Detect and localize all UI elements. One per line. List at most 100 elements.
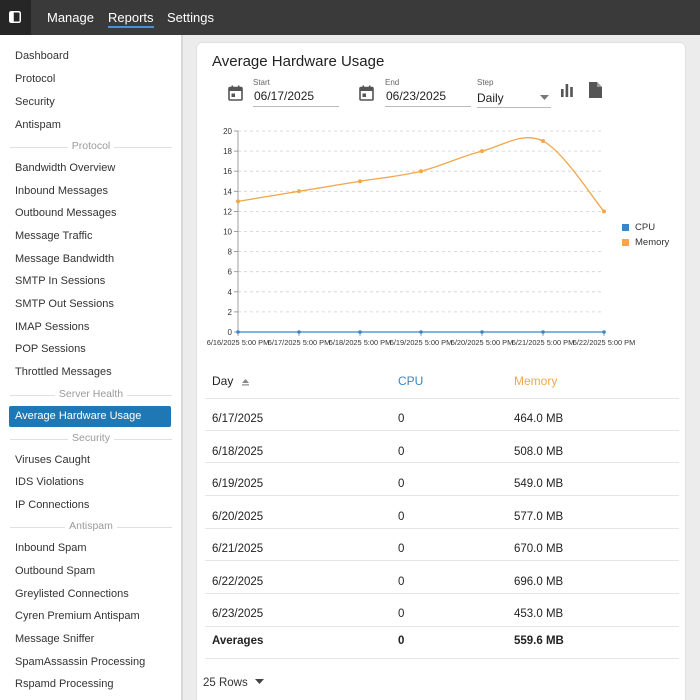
sidebar-toggle-button[interactable] — [0, 0, 31, 35]
sidebar-item-viruses-caught[interactable]: Viruses Caught — [15, 454, 91, 466]
sidebar-item-antispam[interactable]: Antispam — [15, 119, 61, 131]
legend-memory[interactable]: Memory — [622, 237, 669, 248]
nav-settings[interactable]: Settings — [167, 0, 214, 35]
row-divider — [205, 528, 679, 529]
cpu-data-point — [419, 330, 423, 334]
sidebar-item-imap-sessions[interactable]: IMAP Sessions — [15, 321, 90, 333]
nav-reports[interactable]: Reports — [108, 0, 154, 35]
sidebar-item-ip-connections[interactable]: IP Connections — [15, 499, 90, 511]
top-bar: Manage Reports Settings — [0, 0, 700, 35]
sidebar-item-inbound-spam[interactable]: Inbound Spam — [15, 542, 87, 554]
rows-per-page-select[interactable]: 25 Rows — [203, 677, 264, 689]
sidebar-section-antispam: Antispam — [10, 520, 172, 532]
nav-settings-label: Settings — [167, 10, 214, 25]
y-tick-label: 18 — [223, 147, 232, 156]
table-cell-cpu: 0 — [398, 478, 405, 490]
sidebar-item-smtp-in-sessions[interactable]: SMTP In Sessions — [15, 275, 106, 287]
legend-cpu[interactable]: CPU — [622, 222, 655, 233]
bar-chart-icon[interactable] — [560, 83, 574, 97]
chevron-down-icon[interactable] — [540, 95, 549, 101]
cpu-data-point — [541, 330, 545, 334]
table-cell-memory: 453.0 MB — [514, 608, 564, 620]
sidebar-item-message-traffic[interactable]: Message Traffic — [15, 230, 93, 242]
chevron-down-icon — [254, 679, 264, 684]
calendar-icon[interactable] — [228, 85, 243, 101]
sidebar-item-spamassassin-processing[interactable]: SpamAssassin Processing — [15, 656, 146, 668]
table-cell-cpu: 0 — [398, 511, 405, 523]
sidebar-item-outbound-messages[interactable]: Outbound Messages — [15, 207, 117, 219]
memory-data-point — [419, 169, 423, 174]
column-header-memory[interactable]: Memory — [514, 374, 558, 388]
x-tick-label: 6/21/2025 5:00 PM — [512, 338, 574, 347]
cpu-data-point — [297, 330, 301, 334]
end-date-input[interactable]: 06/23/2025 — [386, 89, 447, 103]
sidebar-item-message-bandwidth[interactable]: Message Bandwidth — [15, 253, 115, 265]
table-cell-cpu: 0 — [398, 576, 405, 588]
legend-cpu-label: CPU — [635, 222, 656, 233]
table-cell-memory: 549.0 MB — [514, 478, 564, 490]
row-divider — [205, 593, 679, 594]
sidebar-item-outbound-spam[interactable]: Outbound Spam — [15, 565, 96, 577]
table-cell-day: 6/19/2025 — [212, 478, 264, 490]
sidebar-section-title: Security — [68, 432, 114, 444]
sidebar-item-greylisted-connections[interactable]: Greylisted Connections — [15, 588, 129, 600]
sidebar-section-title: Antispam — [65, 520, 117, 532]
y-tick-label: 4 — [228, 288, 233, 297]
cpu-data-point — [480, 330, 484, 334]
sidebar-toggle-icon — [9, 11, 21, 23]
sidebar-item-pop-sessions[interactable]: POP Sessions — [15, 343, 86, 355]
table-cell-day: 6/17/2025 — [212, 413, 264, 425]
table-cell-memory: 577.0 MB — [514, 511, 564, 523]
column-header-cpu[interactable]: CPU — [398, 374, 424, 388]
sidebar-item-smtp-out-sessions[interactable]: SMTP Out Sessions — [15, 298, 114, 310]
hardware-usage-chart: 0 2 4 6 8 10 12 14 16 18 20 6/16/2025 5:00 PM6/17/2… — [207, 127, 635, 347]
sidebar-item-dashboard[interactable]: Dashboard — [15, 50, 69, 62]
y-tick-label: 16 — [223, 167, 232, 176]
sort-ascending-icon[interactable] — [241, 378, 250, 386]
start-date-label: Start — [253, 78, 270, 87]
step-label: Step — [477, 78, 494, 87]
memory-data-point — [480, 149, 484, 154]
header-divider — [205, 398, 679, 399]
x-tick-label: 6/18/2025 5:00 PM — [329, 338, 391, 347]
legend-cpu-swatch — [622, 223, 629, 231]
nav-manage[interactable]: Manage — [47, 0, 94, 35]
memory-data-point — [297, 189, 301, 194]
sidebar-item-rspamd-processing[interactable]: Rspamd Processing — [15, 678, 114, 690]
x-tick-label: 6/19/2025 5:00 PM — [390, 338, 452, 347]
document-icon[interactable] — [589, 82, 602, 98]
x-tick-label: 6/20/2025 5:00 PM — [451, 338, 513, 347]
column-header-day[interactable]: Day — [212, 374, 250, 388]
x-tick-label: 6/16/2025 5:00 PM — [207, 338, 269, 347]
sidebar-section-server-health: Server Health — [10, 388, 172, 400]
x-tick-label: 6/17/2025 5:00 PM — [268, 338, 330, 347]
sidebar-section-protocol: Protocol — [10, 140, 172, 152]
x-tick-label: 6/22/2025 5:00 PM — [573, 338, 635, 347]
table-cell-cpu: 0 — [398, 413, 405, 425]
start-date-input[interactable]: 06/17/2025 — [254, 89, 315, 103]
memory-series-line — [237, 137, 605, 212]
sidebar-item-security[interactable]: Security — [15, 96, 55, 108]
sidebar-section-security: Security — [10, 432, 172, 444]
table-cell-day: 6/18/2025 — [212, 446, 264, 458]
sidebar-item-inbound-messages[interactable]: Inbound Messages — [15, 185, 108, 197]
sidebar-item-cyren-premium-antispam[interactable]: Cyren Premium Antispam — [15, 610, 140, 622]
table-cell-cpu: 0 — [398, 543, 405, 555]
step-underline — [477, 107, 551, 108]
legend-memory-swatch — [622, 238, 629, 246]
sidebar-item-throttled-messages[interactable]: Throttled Messages — [15, 366, 112, 378]
table-cell-memory: 508.0 MB — [514, 446, 564, 458]
step-select[interactable]: Daily — [477, 91, 504, 105]
calendar-icon[interactable] — [359, 85, 374, 101]
y-tick-label: 6 — [228, 268, 233, 277]
sidebar-item-average-hardware-usage[interactable]: Average Hardware Usage — [9, 406, 171, 427]
sidebar-item-message-sniffer[interactable]: Message Sniffer — [15, 633, 95, 645]
sidebar-item-bandwidth-overview[interactable]: Bandwidth Overview — [15, 162, 116, 174]
end-date-label: End — [385, 78, 400, 87]
footer-cell-day: Averages — [212, 635, 264, 647]
y-tick-label: 0 — [228, 328, 233, 337]
sidebar-item-protocol[interactable]: Protocol — [15, 73, 56, 85]
sidebar-item-ids-violations[interactable]: IDS Violations — [15, 476, 84, 488]
footer-divider — [205, 658, 679, 659]
cpu-data-point — [358, 330, 362, 334]
